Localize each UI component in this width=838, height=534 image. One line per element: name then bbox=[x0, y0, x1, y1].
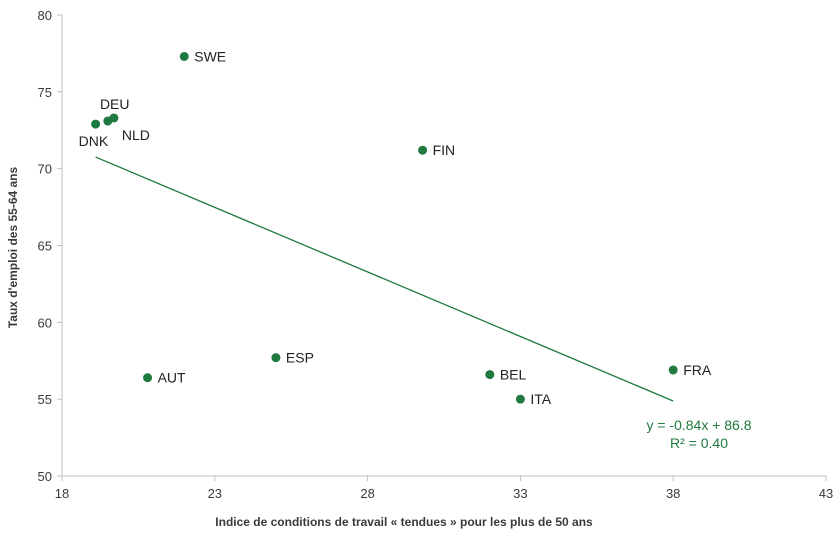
point-label-ita: ITA bbox=[530, 391, 551, 407]
y-tick-label: 70 bbox=[38, 162, 52, 177]
x-tick-label: 43 bbox=[819, 486, 833, 501]
data-point-aut bbox=[143, 373, 153, 383]
y-tick-label: 60 bbox=[38, 315, 52, 330]
point-label-deu: DEU bbox=[100, 96, 130, 112]
point-label-nld: NLD bbox=[122, 127, 150, 143]
axes bbox=[57, 14, 827, 481]
x-tick-label: 18 bbox=[55, 486, 69, 501]
y-tick-label: 80 bbox=[38, 8, 52, 23]
data-point-fra bbox=[668, 365, 678, 375]
trendline-r-squared: R² = 0.40 bbox=[670, 435, 728, 451]
point-label-esp: ESP bbox=[286, 350, 314, 366]
y-tick-labels: 50 55 60 65 70 75 80 bbox=[38, 8, 52, 484]
x-tick-label: 23 bbox=[208, 486, 222, 501]
x-tick-label: 33 bbox=[513, 486, 527, 501]
y-tick-label: 65 bbox=[38, 239, 52, 254]
point-label-bel: BEL bbox=[500, 367, 527, 383]
point-label-aut: AUT bbox=[158, 370, 186, 386]
trendline bbox=[95, 156, 674, 402]
data-point-ita bbox=[515, 394, 525, 404]
data-point-fin bbox=[418, 145, 428, 155]
y-tick-label: 75 bbox=[38, 85, 52, 100]
data-point-esp bbox=[271, 353, 281, 363]
x-tick-label: 28 bbox=[360, 486, 374, 501]
y-axis-title: Taux d'emploi des 55-64 ans bbox=[6, 166, 20, 328]
x-tick-labels: 18 23 28 33 38 43 bbox=[55, 486, 833, 501]
y-tick-label: 55 bbox=[38, 392, 52, 407]
data-points bbox=[91, 51, 678, 404]
point-labels: SWE DEU NLD DNK FIN ESP AUT BEL FRA ITA bbox=[79, 48, 712, 407]
point-label-swe: SWE bbox=[194, 48, 226, 64]
data-point-bel bbox=[485, 370, 495, 380]
point-label-fin: FIN bbox=[433, 142, 456, 158]
data-point-dnk bbox=[91, 119, 101, 129]
data-point-swe bbox=[179, 51, 189, 61]
point-label-dnk: DNK bbox=[79, 133, 109, 149]
x-tick-label: 38 bbox=[666, 486, 680, 501]
point-label-fra: FRA bbox=[683, 362, 712, 378]
data-point-nld bbox=[103, 116, 113, 126]
x-axis-title: Indice de conditions de travail « tendue… bbox=[215, 515, 593, 529]
y-tick-label: 50 bbox=[38, 469, 52, 484]
trendline-equation: y = -0.84x + 86.8 bbox=[646, 417, 751, 433]
